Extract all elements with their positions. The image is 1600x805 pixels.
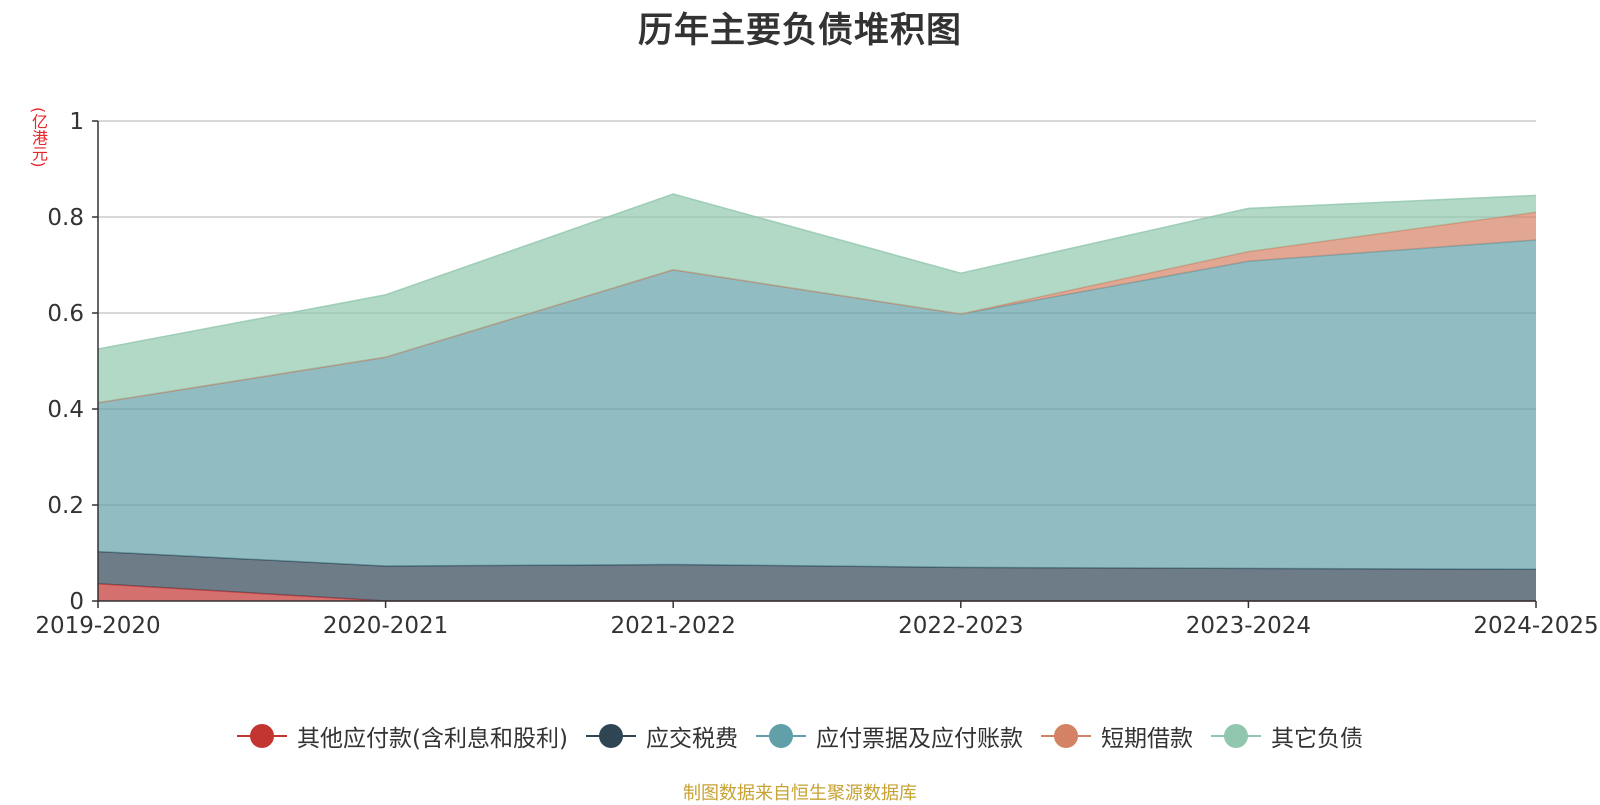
y-tick-label: 1 — [69, 109, 84, 135]
legend-label: 应付票据及应付账款 — [815, 726, 1023, 752]
y-tick-labels: 0 0.2 0.4 0.6 0.8 1 — [47, 109, 84, 615]
y-tick-label: 0.2 — [47, 493, 84, 519]
y-tick-label: 0.8 — [47, 205, 84, 231]
legend-item-2[interactable]: 应付票据及应付账款 — [755, 719, 1023, 753]
x-tick-label: 2020-2021 — [323, 613, 448, 639]
legend-label: 短期借款 — [1100, 726, 1193, 752]
x-tick-label: 2019-2020 — [35, 613, 160, 639]
y-tick-label: 0.6 — [47, 301, 84, 327]
x-tick-label: 2023-2024 — [1186, 613, 1311, 639]
legend-label: 其它负债 — [1270, 726, 1363, 752]
x-tick-label: 2024-2025 — [1473, 613, 1598, 639]
legend-item-1[interactable]: 应交税费 — [585, 719, 738, 753]
legend-marker-icon — [585, 724, 636, 748]
y-tick-label: 0.4 — [47, 397, 84, 423]
area-series — [97, 193, 1537, 602]
legend-item-3[interactable]: 短期借款 — [1040, 719, 1193, 753]
legend-item-4[interactable]: 其它负债 — [1210, 719, 1363, 753]
legend-marker-icon — [1210, 724, 1261, 748]
area-series-0 — [98, 583, 1536, 601]
y-axis-unit-label: (亿港元) — [29, 106, 48, 168]
legend-marker-icon — [237, 724, 288, 748]
legend-item-0[interactable]: 其他应付款(含利息和股利) — [237, 719, 568, 753]
legend-label: 其他应付款(含利息和股利) — [297, 726, 568, 752]
legend-marker-icon — [755, 724, 806, 748]
legend-marker-icon — [1040, 724, 1091, 748]
x-tick-label: 2022-2023 — [898, 613, 1023, 639]
x-tick-label: 2021-2022 — [611, 613, 736, 639]
data-source-note: 制图数据来自恒生聚源数据库 — [683, 783, 917, 804]
legend-label: 应交税费 — [645, 726, 738, 752]
area-series-2 — [98, 240, 1536, 570]
x-tick-labels: 2019-2020 2020-2021 2021-2022 2022-2023 2023… — [35, 613, 1598, 639]
legend: 其他应付款(含利息和股利) 应交税费 应付票据及应付账款 短期借款 其它负债 — [0, 716, 1600, 756]
area-series-1 — [98, 551, 1536, 601]
area-series-4 — [98, 194, 1536, 403]
area-series-line-4 — [97, 193, 1537, 350]
y-tick-label: 0 — [69, 589, 84, 615]
axes — [92, 120, 1537, 608]
chart-title: 历年主要负债堆积图 — [637, 11, 962, 51]
